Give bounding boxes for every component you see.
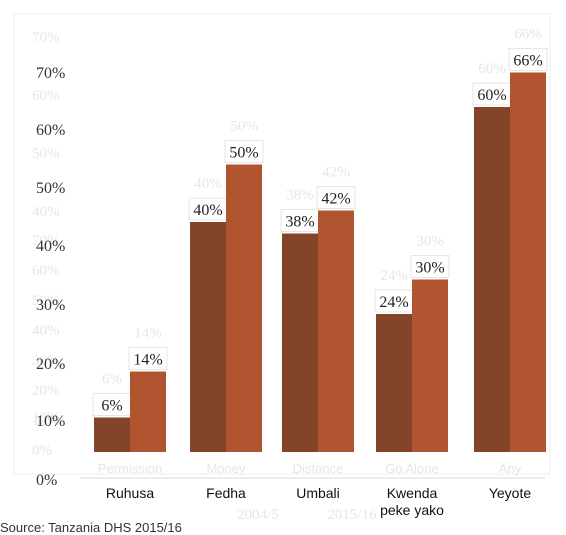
x-category-label: Fedha (206, 485, 246, 501)
data-label: 38% (285, 214, 314, 231)
ghost-data-label: 6% (102, 372, 122, 388)
bar (226, 164, 262, 452)
ghost-series-label: 2004/5 (237, 507, 279, 523)
bar (190, 222, 226, 452)
ghost-data-label: 14% (134, 326, 162, 342)
data-label: 14% (133, 352, 162, 369)
ghost-data-label: 42% (322, 165, 350, 181)
y-tick-label: 60% (36, 122, 65, 139)
y-tick-label: 30% (36, 297, 65, 314)
ghost-category-label: Money (206, 461, 246, 476)
data-label-box (410, 255, 450, 278)
ghost-data-label: 50% (230, 119, 258, 135)
ghost-data-label: 66% (514, 27, 542, 43)
data-label-box (316, 186, 356, 209)
source-text: Source: Tanzania DHS 2015/16 (0, 520, 182, 535)
ghost-y-tick-label: 0% (32, 443, 52, 459)
y-tick-label: 0% (36, 472, 57, 489)
ghost-data-label: 38% (286, 188, 314, 204)
ghost-y-tick-label: 50% (32, 146, 60, 162)
ghost-category-label: Permission (98, 461, 162, 476)
ghost-category-label: Go Alone (385, 461, 439, 476)
ghost-y-tick-label: 50% (32, 293, 60, 309)
ghost-series-label: 2015/16 (327, 507, 377, 523)
data-label: 40% (193, 202, 222, 219)
ghost-data-label: 24% (380, 268, 408, 284)
y-tick-label: 20% (36, 356, 65, 373)
bar (282, 233, 318, 452)
ghost-y-tick-label: 40% (32, 323, 60, 339)
x-category-label: Ruhusa (106, 485, 154, 501)
x-category-label: Yeyote (489, 485, 532, 501)
ghost-y-tick-label: 40% (32, 204, 60, 220)
ghost-y-tick-label: 60% (32, 263, 60, 279)
ghost-y-tick-label: 20% (32, 383, 60, 399)
y-tick-label: 70% (36, 65, 65, 82)
bar (130, 371, 166, 452)
ghost-category-label: Any (499, 461, 522, 476)
data-label: 66% (513, 53, 542, 70)
bar (376, 314, 412, 452)
data-label-box (508, 48, 548, 71)
y-tick-label: 10% (36, 413, 65, 430)
y-tick-label: 40% (36, 238, 65, 255)
bar (94, 417, 130, 452)
ghost-category-label: Distance (293, 461, 344, 476)
data-label: 30% (415, 260, 444, 277)
ghost-y-tick-label: 60% (32, 88, 60, 104)
data-label: 6% (101, 398, 122, 415)
bar (510, 72, 546, 452)
data-label: 42% (321, 191, 350, 208)
ghost-y-tick-label: 10% (32, 413, 60, 429)
ghost-y-tick-label: 10% (32, 410, 60, 426)
data-label: 24% (379, 294, 408, 311)
ghost-data-label: 60% (478, 61, 506, 77)
data-label: 60% (477, 87, 506, 104)
ghost-y-tick-label: 70% (32, 233, 60, 249)
x-category-label: Kwenda (387, 485, 438, 501)
y-axis: 0% 10% 20% 30% 40% 50% 60% 70% (36, 65, 65, 489)
ghost-y-tick-label: 70% (32, 30, 60, 46)
ghost-data-label: 30% (416, 234, 444, 250)
ghost-frame (13, 13, 551, 475)
ghost-layer: 0%10%20%30%40%50%60%70%10%40%50%60%70%Pe… (13, 13, 551, 523)
x-category-label: peke yako (380, 502, 444, 518)
bar (474, 107, 510, 452)
y-tick-label: 50% (36, 180, 65, 197)
ghost-data-label: 40% (194, 176, 222, 192)
data-label-box (224, 140, 264, 163)
x-category-label: Umbali (296, 485, 340, 501)
ghost-y-tick-label: 30% (32, 353, 60, 369)
data-label: 50% (229, 145, 258, 162)
bar (412, 279, 448, 452)
bar (318, 210, 354, 452)
data-label-box (128, 347, 168, 370)
bars: 6% 6% 40% 40% 38% 38% 24% 24% 60% 60% 14% 14% 50% 50%… (92, 27, 548, 452)
